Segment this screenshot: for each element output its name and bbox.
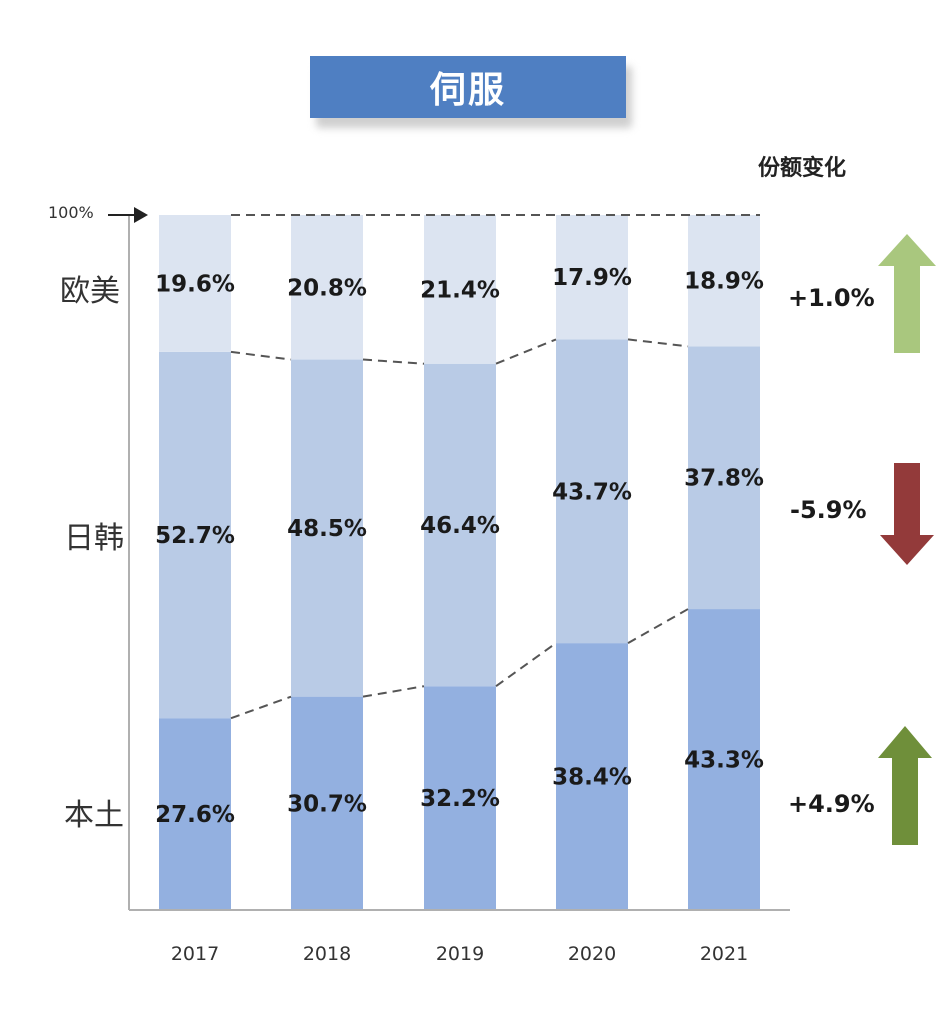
segment-label-europe: 欧美: [60, 274, 120, 309]
y-top-label: 100%: [48, 203, 94, 222]
bar-japan-korea-2018: [291, 359, 363, 697]
title-banner: 伺服: [310, 56, 632, 128]
change-europe: +1.0%: [788, 284, 875, 312]
data-label-domestic-2020: 38.4%: [552, 765, 632, 791]
data-label-domestic-2017: 27.6%: [155, 802, 235, 828]
connector-domestic-3: [627, 608, 689, 644]
data-label-japan-korea-2019: 46.4%: [420, 513, 500, 539]
data-label-japan-korea-2017: 52.7%: [155, 523, 235, 549]
connector-domestic-1: [362, 685, 425, 698]
connector-domestic-0: [230, 695, 292, 720]
top-arrow-head: [134, 207, 148, 223]
bar-domestic-2021: [688, 609, 760, 910]
change-domestic: +4.9%: [788, 790, 875, 818]
x-tick-label-2019: 2019: [436, 943, 484, 965]
bar-domestic-2017: [159, 718, 231, 910]
data-label-japan-korea-2018: 48.5%: [287, 516, 367, 542]
bar-europe-2019: [424, 215, 496, 364]
bar-domestic-2020: [556, 643, 628, 910]
up-arrow-icon-europe: [878, 234, 936, 353]
bar-japan-korea-2017: [159, 351, 231, 719]
data-label-japan-korea-2020: 43.7%: [552, 479, 632, 505]
connector-domestic-2: [495, 642, 557, 688]
x-tick-label-2020: 2020: [568, 943, 616, 965]
data-label-domestic-2018: 30.7%: [287, 791, 367, 817]
up-arrow-icon-domestic: [878, 726, 932, 845]
change-japan-korea: -5.9%: [790, 496, 867, 524]
connector-japan-korea-1: [362, 358, 425, 365]
connector-japan-korea-2: [495, 338, 557, 365]
segment-label-domestic: 本土: [64, 798, 124, 833]
bar-europe-2020: [556, 215, 628, 340]
bar-domestic-2018: [291, 696, 363, 910]
data-label-europe-2020: 17.9%: [552, 265, 632, 291]
bar-europe-2017: [159, 215, 231, 352]
bar-japan-korea-2021: [688, 346, 760, 610]
x-tick-label-2018: 2018: [303, 943, 351, 965]
data-label-europe-2019: 21.4%: [420, 277, 500, 303]
chart-title: 伺服: [429, 70, 506, 111]
data-label-europe-2021: 18.9%: [684, 269, 764, 295]
data-label-europe-2018: 20.8%: [287, 275, 367, 301]
bar-europe-2018: [291, 215, 363, 360]
bar-japan-korea-2020: [556, 339, 628, 644]
connector-japan-korea-3: [627, 338, 689, 348]
bar-japan-korea-2019: [424, 363, 496, 687]
bar-europe-2021: [688, 215, 760, 347]
down-arrow-icon-japan-korea: [880, 463, 934, 565]
data-label-domestic-2019: 32.2%: [420, 786, 500, 812]
connector-japan-korea-0: [230, 350, 292, 361]
data-label-europe-2017: 19.6%: [155, 271, 235, 297]
segment-label-japan-korea: 日韩: [64, 521, 124, 556]
x-tick-label-2017: 2017: [171, 943, 219, 965]
change-header: 份额变化: [758, 156, 847, 181]
bar-domestic-2019: [424, 686, 496, 910]
x-tick-label-2021: 2021: [700, 943, 748, 965]
data-label-japan-korea-2021: 37.8%: [684, 466, 764, 492]
title-box: 伺服: [310, 56, 626, 118]
data-label-domestic-2021: 43.3%: [684, 748, 764, 774]
